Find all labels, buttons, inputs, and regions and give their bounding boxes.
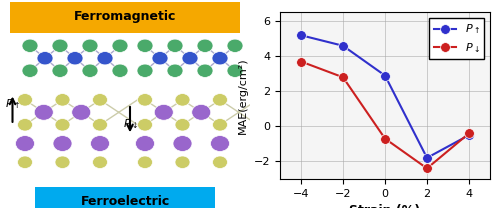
$P_\uparrow$ <box>424 157 430 159</box>
Circle shape <box>137 39 153 52</box>
Circle shape <box>18 156 32 168</box>
Circle shape <box>175 94 190 106</box>
Circle shape <box>112 39 128 52</box>
Legend: $P_\uparrow$, $P_\downarrow$: $P_\uparrow$, $P_\downarrow$ <box>430 18 484 59</box>
Circle shape <box>212 119 228 131</box>
Circle shape <box>52 64 68 77</box>
$P_\uparrow$ <box>298 34 304 36</box>
Circle shape <box>136 136 154 151</box>
Circle shape <box>112 64 128 77</box>
Text: $P_\uparrow$: $P_\uparrow$ <box>5 97 20 111</box>
Circle shape <box>152 52 168 65</box>
Circle shape <box>82 39 98 52</box>
Circle shape <box>212 52 228 65</box>
Circle shape <box>34 104 53 120</box>
Line: $P_\uparrow$: $P_\uparrow$ <box>296 30 474 163</box>
X-axis label: Strain (%): Strain (%) <box>350 204 420 208</box>
Text: $P_\downarrow$: $P_\downarrow$ <box>122 118 138 131</box>
Circle shape <box>137 64 153 77</box>
Circle shape <box>154 104 174 120</box>
Circle shape <box>97 52 113 65</box>
Circle shape <box>16 136 34 151</box>
Circle shape <box>55 119 70 131</box>
Circle shape <box>82 64 98 77</box>
Circle shape <box>22 64 38 77</box>
FancyBboxPatch shape <box>35 187 215 208</box>
Circle shape <box>90 136 110 151</box>
FancyBboxPatch shape <box>10 2 240 33</box>
Circle shape <box>197 39 213 52</box>
$P_\downarrow$ <box>298 60 304 63</box>
Circle shape <box>175 156 190 168</box>
$P_\uparrow$ <box>340 45 346 47</box>
Circle shape <box>138 94 152 106</box>
Circle shape <box>210 136 230 151</box>
$P_\uparrow$ <box>382 74 388 77</box>
Circle shape <box>22 39 38 52</box>
Line: $P_\downarrow$: $P_\downarrow$ <box>296 57 474 173</box>
Circle shape <box>52 39 68 52</box>
$P_\downarrow$ <box>382 137 388 140</box>
Circle shape <box>138 156 152 168</box>
$P_\downarrow$ <box>424 167 430 170</box>
Circle shape <box>175 119 190 131</box>
Circle shape <box>197 64 213 77</box>
Y-axis label: MAE(erg/cm²): MAE(erg/cm²) <box>238 57 248 134</box>
Circle shape <box>55 94 70 106</box>
Circle shape <box>192 104 211 120</box>
Circle shape <box>18 119 32 131</box>
Circle shape <box>138 119 152 131</box>
Circle shape <box>67 52 83 65</box>
Circle shape <box>53 136 72 151</box>
Circle shape <box>173 136 192 151</box>
Circle shape <box>212 156 228 168</box>
Circle shape <box>37 52 53 65</box>
Text: Ferroelectric: Ferroelectric <box>80 195 170 208</box>
Circle shape <box>167 39 183 52</box>
Text: Ferromagnetic: Ferromagnetic <box>74 10 176 23</box>
Circle shape <box>92 156 108 168</box>
Circle shape <box>18 94 32 106</box>
$P_\uparrow$ <box>466 134 472 136</box>
Circle shape <box>72 104 91 120</box>
Circle shape <box>227 39 243 52</box>
Circle shape <box>227 64 243 77</box>
Circle shape <box>167 64 183 77</box>
Circle shape <box>92 94 108 106</box>
$P_\downarrow$ <box>466 132 472 135</box>
Circle shape <box>92 119 108 131</box>
Circle shape <box>212 94 228 106</box>
$P_\downarrow$ <box>340 76 346 79</box>
Circle shape <box>55 156 70 168</box>
Circle shape <box>182 52 198 65</box>
